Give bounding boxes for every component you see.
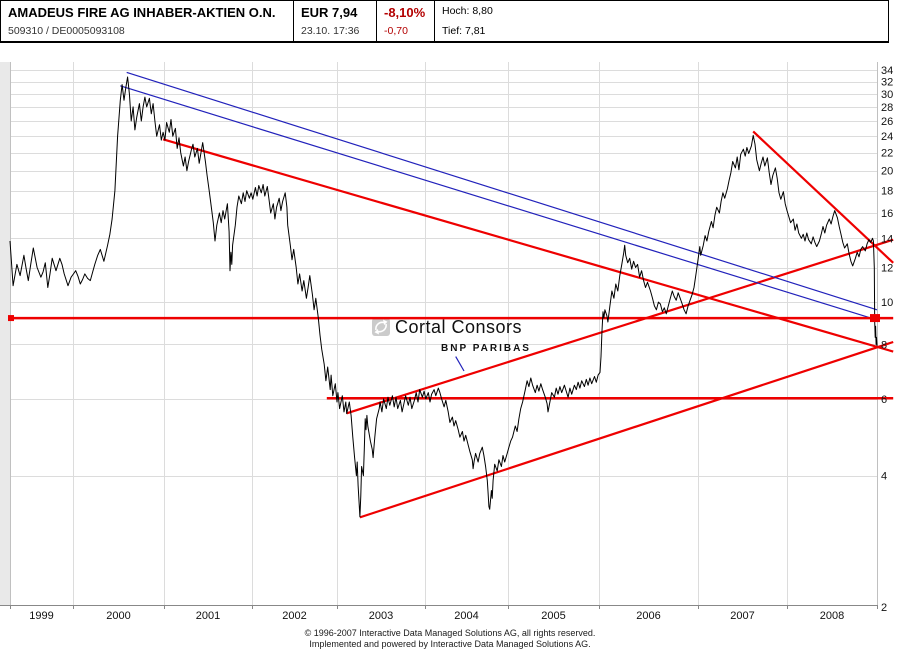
svg-text:2002: 2002 bbox=[282, 610, 306, 622]
svg-text:34: 34 bbox=[881, 65, 893, 77]
svg-text:26: 26 bbox=[881, 116, 893, 128]
svg-text:2006: 2006 bbox=[636, 610, 660, 622]
day-range-cell: Hoch: 8,80 Tief: 7,81 bbox=[435, 1, 888, 41]
quote-header: AMADEUS FIRE AG INHABER-AKTIEN O.N. 5093… bbox=[0, 0, 889, 43]
alert-marker-right bbox=[870, 314, 880, 323]
powered-by-line: Implemented and powered by Interactive D… bbox=[309, 639, 591, 649]
day-low: Tief: 7,81 bbox=[442, 25, 486, 37]
day-high: Hoch: 8,80 bbox=[442, 5, 493, 17]
watermark: Cortal Consors BNP PARIBAS bbox=[372, 317, 531, 354]
instrument-id: 509310 / DE0005093108 bbox=[8, 25, 125, 37]
left-margin-strip bbox=[0, 62, 10, 605]
instrument-name: AMADEUS FIRE AG INHABER-AKTIEN O.N. bbox=[8, 5, 276, 20]
chart-footer: © 1996-2007 Interactive Data Managed Sol… bbox=[0, 628, 900, 650]
svg-text:2000: 2000 bbox=[106, 610, 130, 622]
svg-text:24: 24 bbox=[881, 131, 893, 143]
svg-text:22: 22 bbox=[881, 148, 893, 160]
svg-text:1999: 1999 bbox=[29, 610, 53, 622]
price-cell: EUR 7,94 23.10. 17:36 bbox=[294, 1, 377, 41]
svg-text:2003: 2003 bbox=[369, 610, 393, 622]
red-resistance-2001 bbox=[162, 138, 894, 353]
svg-text:32: 32 bbox=[881, 77, 893, 89]
svg-text:30: 30 bbox=[881, 89, 893, 101]
last-price: EUR 7,94 bbox=[301, 5, 358, 20]
change-percent: -8,10% bbox=[384, 5, 426, 20]
copyright-line: © 1996-2007 Interactive Data Managed Sol… bbox=[304, 628, 596, 638]
axes bbox=[0, 62, 878, 609]
x-axis-labels: 1999 2000 2001 2002 2003 2004 2005 2006 2007 2008 bbox=[29, 610, 844, 622]
red-rising-support-upper bbox=[346, 238, 894, 415]
svg-text:2004: 2004 bbox=[454, 610, 478, 622]
alert-marker-left bbox=[8, 315, 14, 322]
svg-text:6: 6 bbox=[881, 394, 887, 406]
svg-text:2001: 2001 bbox=[196, 610, 220, 622]
svg-text:16: 16 bbox=[881, 208, 893, 220]
svg-text:12: 12 bbox=[881, 263, 893, 275]
watermark-sub: BNP PARIBAS bbox=[441, 343, 531, 354]
svg-text:20: 20 bbox=[881, 166, 893, 178]
svg-text:14: 14 bbox=[881, 233, 893, 245]
quote-timestamp: 23.10. 17:36 bbox=[301, 25, 360, 37]
svg-text:10: 10 bbox=[881, 297, 893, 309]
svg-text:2008: 2008 bbox=[820, 610, 844, 622]
svg-text:2007: 2007 bbox=[730, 610, 754, 622]
plot-background bbox=[10, 62, 877, 605]
cortal-consors-logo-icon bbox=[372, 318, 390, 336]
price-line bbox=[9, 76, 878, 518]
gridlines bbox=[10, 62, 877, 605]
svg-text:4: 4 bbox=[881, 471, 887, 483]
watermark-brand: Cortal Consors bbox=[395, 317, 522, 337]
svg-text:8: 8 bbox=[881, 339, 887, 351]
svg-text:2005: 2005 bbox=[541, 610, 565, 622]
svg-text:2: 2 bbox=[881, 602, 887, 614]
change-absolute: -0,70 bbox=[384, 25, 408, 37]
blue-short-dash bbox=[455, 356, 465, 372]
blue-channel-lower bbox=[120, 85, 878, 321]
change-cell: -8,10% -0,70 bbox=[377, 1, 435, 41]
svg-text:18: 18 bbox=[881, 186, 893, 198]
blue-channel-upper bbox=[126, 71, 878, 311]
instrument-cell: AMADEUS FIRE AG INHABER-AKTIEN O.N. 5093… bbox=[1, 1, 294, 41]
svg-text:28: 28 bbox=[881, 102, 893, 114]
red-rising-support-lower bbox=[359, 340, 894, 519]
